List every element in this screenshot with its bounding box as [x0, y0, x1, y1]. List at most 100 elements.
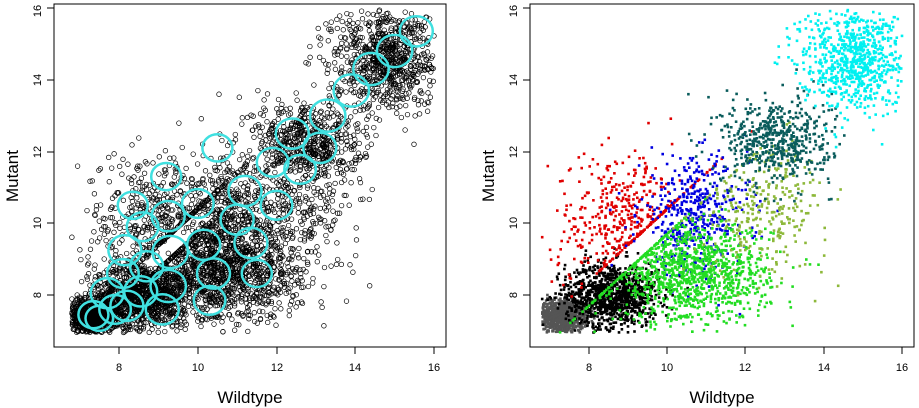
data-point	[211, 321, 217, 327]
data-point	[136, 135, 142, 141]
data-point	[239, 115, 245, 121]
data-point	[232, 131, 238, 138]
data-point	[129, 142, 135, 148]
data-point	[96, 218, 102, 224]
data-point	[116, 240, 123, 246]
data-point	[107, 329, 113, 335]
data-point	[224, 142, 231, 149]
data-point	[293, 90, 299, 96]
data-point	[119, 237, 125, 243]
data-point	[105, 227, 111, 233]
data-point	[300, 266, 306, 273]
data-point	[324, 238, 330, 245]
data-point	[85, 254, 91, 260]
data-point	[182, 326, 188, 332]
data-point	[162, 328, 168, 335]
data-point	[309, 196, 315, 203]
data-point	[295, 205, 301, 211]
data-point	[220, 329, 226, 335]
data-point	[292, 169, 298, 175]
data-point	[256, 308, 263, 314]
data-point	[264, 91, 271, 97]
data-point	[295, 210, 301, 216]
data-point	[321, 264, 328, 271]
data-point	[278, 306, 284, 312]
data-point	[162, 148, 169, 154]
data-point	[301, 255, 307, 262]
data-point	[323, 21, 329, 27]
data-point	[113, 222, 119, 229]
data-point	[358, 8, 365, 14]
data-point	[296, 245, 302, 252]
data-point	[165, 250, 171, 256]
data-point	[219, 319, 225, 325]
data-point	[246, 147, 253, 154]
data-point	[117, 225, 123, 231]
data-point	[183, 165, 189, 172]
data-point	[314, 244, 320, 250]
data-point	[91, 191, 98, 197]
data-point	[251, 310, 257, 316]
data-point	[103, 237, 109, 244]
data-point	[77, 247, 83, 253]
data-point	[239, 121, 245, 127]
data-point	[198, 116, 204, 122]
data-point	[224, 160, 231, 166]
data-point	[314, 259, 320, 265]
data-point	[174, 192, 180, 198]
data-point	[117, 163, 123, 170]
data-point	[176, 120, 182, 126]
data-point	[319, 114, 325, 120]
data-point	[334, 240, 340, 246]
data-point	[146, 190, 152, 196]
data-point	[124, 250, 130, 257]
data-point	[146, 182, 153, 188]
data-point	[273, 322, 279, 328]
data-point	[341, 177, 348, 183]
data-point	[239, 152, 245, 158]
data-point	[353, 237, 360, 243]
data-point	[156, 154, 162, 160]
data-point	[238, 181, 244, 187]
data-point	[263, 151, 269, 157]
data-point	[101, 231, 108, 237]
data-point	[71, 316, 78, 322]
data-point	[100, 215, 107, 221]
data-point	[338, 179, 345, 186]
data-point	[111, 151, 117, 157]
data-point	[369, 186, 375, 193]
data-point	[131, 174, 137, 180]
data-point	[202, 168, 209, 174]
data-point	[272, 306, 278, 312]
data-point	[346, 161, 352, 167]
data-point	[146, 329, 152, 336]
data-point	[89, 319, 95, 325]
data-point	[297, 218, 304, 225]
data-point	[257, 217, 263, 223]
data-point	[310, 275, 316, 282]
data-point	[141, 170, 148, 176]
data-point	[269, 148, 275, 154]
data-point	[264, 156, 270, 162]
data-point	[125, 161, 131, 167]
data-point	[335, 256, 341, 263]
data-point	[296, 191, 303, 198]
data-point	[420, 74, 427, 81]
data-point	[106, 154, 112, 161]
data-point	[112, 220, 118, 226]
data-point	[76, 294, 83, 300]
data-point	[285, 222, 292, 229]
data-point	[258, 140, 265, 146]
data-point	[316, 252, 322, 258]
data-point	[120, 197, 127, 203]
data-point	[245, 308, 251, 314]
data-point	[264, 119, 270, 125]
data-point	[275, 96, 282, 103]
data-point	[366, 196, 373, 203]
data-point	[334, 110, 340, 116]
data-point	[237, 156, 243, 163]
data-point	[305, 283, 311, 290]
data-point	[141, 217, 147, 223]
data-point	[204, 306, 210, 312]
